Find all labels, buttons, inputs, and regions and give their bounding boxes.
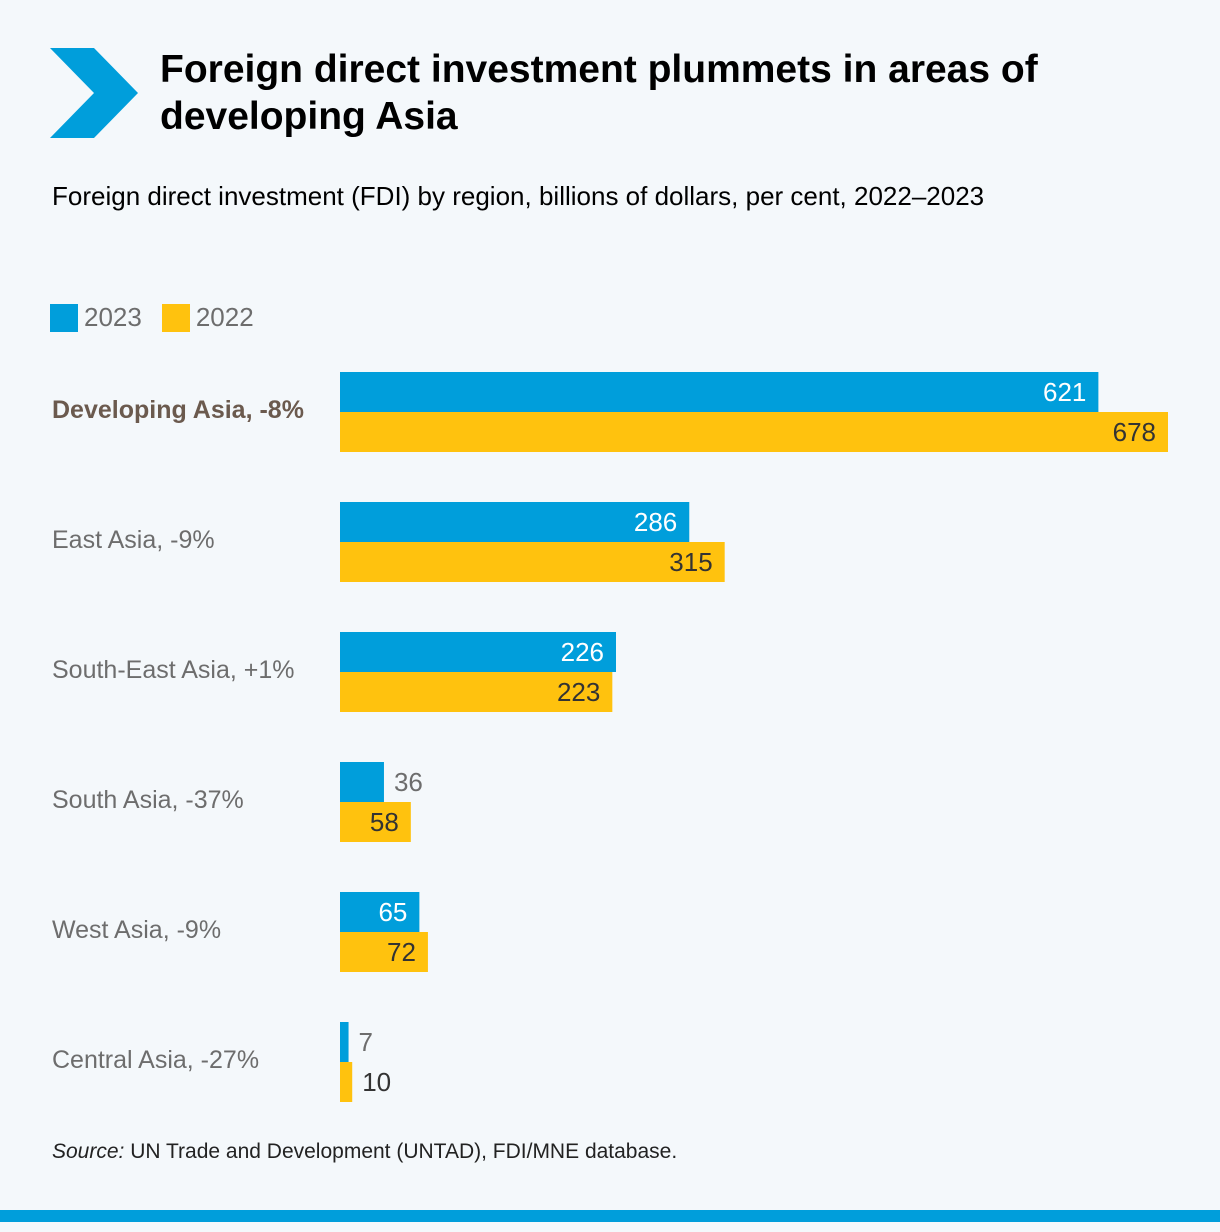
page-title: Foreign direct investment plummets in ar… <box>160 48 1038 138</box>
data-label-developing-asia-8-2023: 621 <box>1043 377 1086 407</box>
category-label-west-asia-9: West Asia, -9% <box>52 916 221 944</box>
legend-label-2022: 2022 <box>195 302 254 332</box>
chart-subtitle: Foreign direct investment (FDI) by regio… <box>52 181 985 211</box>
data-label-central-asia-27-2023: 7 <box>359 1027 373 1057</box>
bar-south-asia-37-2022 <box>340 802 411 842</box>
legend-label-2023: 2023 <box>84 302 142 332</box>
category-label-east-asia-9: East Asia, -9% <box>52 526 215 554</box>
source-text: UN Trade and Development (UNTAD), FDI/MN… <box>124 1140 678 1163</box>
bar-south-east-asia-1-2023 <box>340 632 616 672</box>
data-label-south-asia-37-2023: 36 <box>394 767 423 797</box>
bar-central-asia-27-2023 <box>340 1022 349 1062</box>
data-label-south-asia-37-2022: 58 <box>370 807 399 837</box>
category-label-south-asia-37: South Asia, -37% <box>52 786 244 814</box>
legend-swatch-2022 <box>161 303 190 332</box>
bar-south-asia-37-2023 <box>340 762 384 802</box>
data-label-south-east-asia-1-2023: 226 <box>561 637 604 667</box>
data-label-east-asia-9-2022: 315 <box>669 547 712 577</box>
legend-swatch-2023 <box>50 303 78 332</box>
data-label-west-asia-9-2023: 65 <box>378 897 407 927</box>
bar-developing-asia-8-2023 <box>340 372 1099 412</box>
data-label-south-east-asia-1-2022: 223 <box>557 677 600 707</box>
bar-developing-asia-8-2022 <box>340 412 1168 452</box>
data-label-west-asia-9-2022: 72 <box>387 937 416 967</box>
bar-east-asia-9-2023 <box>340 502 690 542</box>
category-label-central-asia-27: Central Asia, -27% <box>52 1046 259 1074</box>
bar-central-asia-27-2022 <box>340 1062 353 1102</box>
bar-chart: Developing Asia, -8% 621 678 East Asia, -9%… <box>52 372 1168 1102</box>
category-label-developing-asia-8: Developing Asia, -8% <box>52 396 304 424</box>
data-label-east-asia-9-2023: 286 <box>634 507 677 537</box>
source-prefix: Source: <box>52 1140 125 1163</box>
chevron-logo-icon <box>50 48 138 138</box>
bar-west-asia-9-2023 <box>340 892 420 932</box>
bar-south-east-asia-1-2022 <box>340 672 613 712</box>
category-label-south-east-asia-1: South-East Asia, +1% <box>52 656 295 684</box>
legend-item-2022: 2022 <box>161 302 254 333</box>
bottom-accent-bar <box>0 1210 1220 1222</box>
source-note: Source: UN Trade and Development (UNTAD)… <box>52 1140 677 1164</box>
legend-item-2023: 2023 <box>50 302 142 333</box>
legend: 2023 2022 <box>50 302 274 333</box>
data-label-developing-asia-8-2022: 678 <box>1113 417 1156 447</box>
data-label-central-asia-27-2022: 10 <box>362 1067 391 1097</box>
bar-east-asia-9-2022 <box>340 542 725 582</box>
bar-west-asia-9-2022 <box>340 932 428 972</box>
